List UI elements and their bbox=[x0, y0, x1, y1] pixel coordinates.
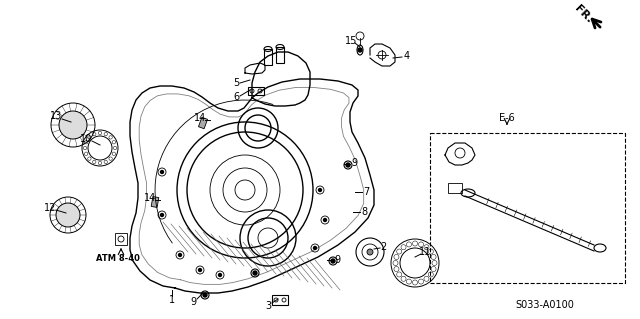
Circle shape bbox=[161, 213, 163, 217]
Bar bbox=[272, 295, 288, 305]
Bar bbox=[430, 133, 625, 283]
Circle shape bbox=[358, 48, 362, 52]
Bar bbox=[264, 49, 272, 65]
Text: 8: 8 bbox=[361, 207, 367, 217]
Text: 3: 3 bbox=[265, 301, 271, 311]
Text: S033-A0100: S033-A0100 bbox=[516, 300, 575, 310]
Circle shape bbox=[218, 273, 221, 277]
Text: FR.: FR. bbox=[572, 3, 594, 25]
Bar bbox=[276, 47, 284, 63]
Text: 13: 13 bbox=[50, 111, 62, 121]
Bar bbox=[115, 233, 127, 245]
Circle shape bbox=[314, 247, 317, 249]
Circle shape bbox=[319, 189, 321, 191]
Circle shape bbox=[56, 203, 80, 227]
Text: 6: 6 bbox=[233, 92, 239, 102]
Circle shape bbox=[346, 163, 350, 167]
Circle shape bbox=[367, 249, 373, 255]
Text: 9: 9 bbox=[351, 158, 357, 168]
Text: 10: 10 bbox=[80, 134, 92, 144]
Text: 5: 5 bbox=[233, 78, 239, 88]
Text: 4: 4 bbox=[404, 51, 410, 61]
Bar bbox=[151, 197, 159, 207]
Circle shape bbox=[253, 271, 257, 275]
Text: 7: 7 bbox=[363, 187, 369, 197]
Text: ATM 8-40: ATM 8-40 bbox=[96, 254, 140, 263]
Text: 11: 11 bbox=[419, 247, 431, 257]
Bar bbox=[248, 87, 264, 95]
Text: E-6: E-6 bbox=[499, 113, 515, 123]
Circle shape bbox=[203, 293, 207, 297]
Text: 1: 1 bbox=[169, 295, 175, 305]
Circle shape bbox=[179, 254, 182, 256]
Circle shape bbox=[198, 269, 202, 271]
Text: 14: 14 bbox=[194, 113, 206, 123]
Bar bbox=[198, 117, 207, 129]
Text: 9: 9 bbox=[190, 297, 196, 307]
Circle shape bbox=[323, 219, 326, 221]
Circle shape bbox=[59, 111, 87, 139]
Circle shape bbox=[331, 259, 335, 263]
Circle shape bbox=[161, 170, 163, 174]
Text: 14: 14 bbox=[144, 193, 156, 203]
Text: 12: 12 bbox=[44, 203, 56, 213]
Text: 15: 15 bbox=[345, 36, 357, 46]
Text: 2: 2 bbox=[380, 242, 386, 252]
Text: 9: 9 bbox=[334, 255, 340, 265]
Bar bbox=[448, 183, 462, 193]
